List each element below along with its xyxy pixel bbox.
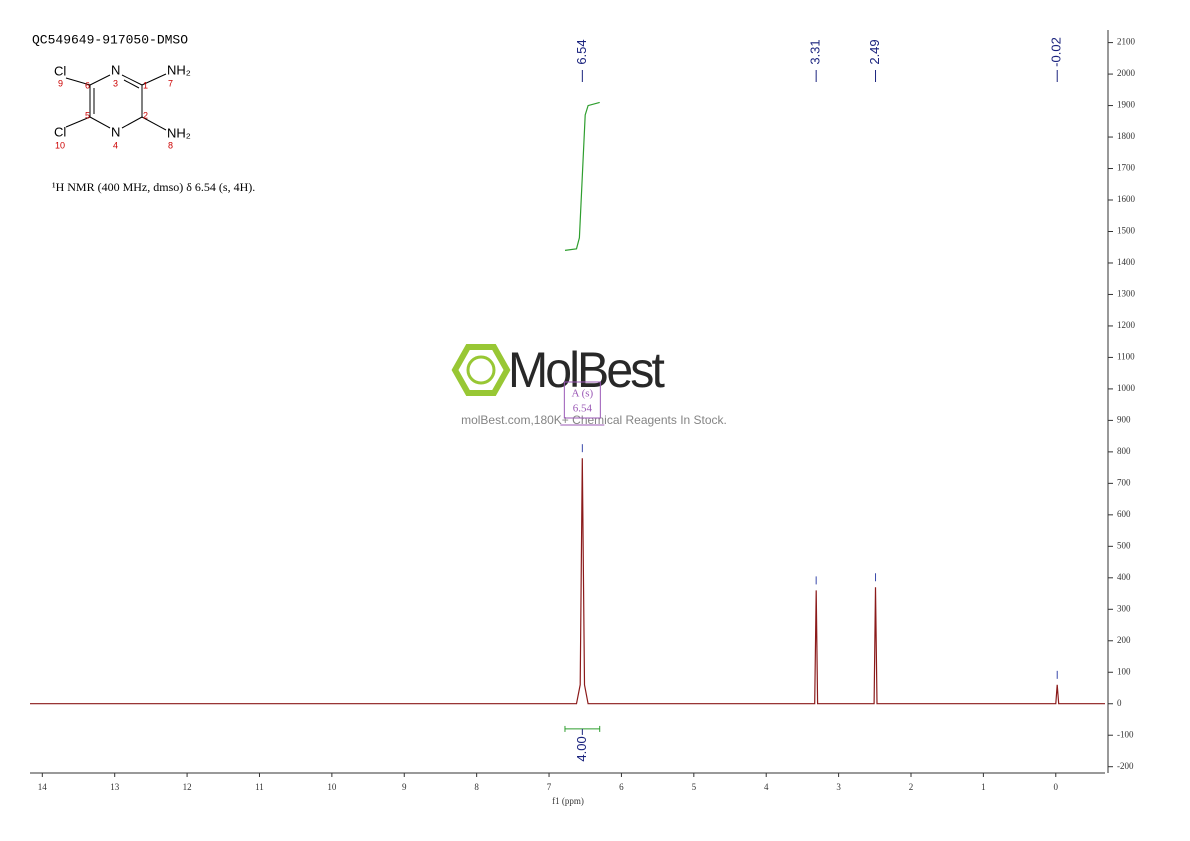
tagline: molBest.com,180K+ Chemical Reagents In S… <box>461 413 727 427</box>
y-tick-label: 400 <box>1117 572 1131 582</box>
spectrum-line <box>30 458 1105 705</box>
spectrum-line <box>564 101 600 251</box>
x-tick-label: 3 <box>836 782 841 792</box>
atom: N <box>111 124 120 139</box>
y-tick-label: 1100 <box>1117 351 1135 361</box>
atom: N <box>111 62 120 77</box>
bond <box>141 73 167 86</box>
atom-number: 7 <box>168 78 173 88</box>
y-tick-label: 2100 <box>1117 37 1136 47</box>
y-tick-label: 1800 <box>1117 131 1136 141</box>
bond <box>121 74 143 86</box>
peak-label: 2.49 <box>867 39 882 64</box>
brand: MolBest <box>508 342 665 398</box>
atom-number: 5 <box>85 110 90 120</box>
y-tick-label: 1700 <box>1117 163 1136 173</box>
x-tick-label: 11 <box>255 782 264 792</box>
x-axis-label: f1 (ppm) <box>552 796 584 806</box>
atom-number: 10 <box>55 140 65 150</box>
y-tick-label: 1400 <box>1117 257 1136 267</box>
bond <box>65 116 91 128</box>
x-tick-label: 8 <box>474 782 479 792</box>
x-tick-label: 0 <box>1054 782 1059 792</box>
y-tick-label: 1500 <box>1117 226 1136 236</box>
y-tick-label: 1600 <box>1117 194 1136 204</box>
atom-number: 9 <box>58 78 63 88</box>
y-tick-label: 2000 <box>1117 68 1136 78</box>
y-tick-label: 1900 <box>1117 100 1136 110</box>
x-tick-label: 14 <box>38 782 48 792</box>
atom-number: 1 <box>143 80 148 90</box>
atom-number: 3 <box>113 78 118 88</box>
atom-number: 8 <box>168 140 173 150</box>
atom: Cl <box>54 124 66 139</box>
y-tick-label: 1000 <box>1117 383 1136 393</box>
bond <box>65 77 91 86</box>
x-tick-label: 10 <box>327 782 337 792</box>
title: QC549649-917050-DMSO <box>32 32 188 47</box>
multiplet-shift: 6.54 <box>573 403 593 415</box>
peak-label: 3.31 <box>808 39 823 64</box>
atom: Cl <box>54 63 66 78</box>
y-tick-label: 100 <box>1117 666 1131 676</box>
logo <box>451 344 511 396</box>
structure: Cl N NH₂ Cl N NH₂ 9 6 3 1 7 5 2 10 4 8 <box>54 62 191 150</box>
multiplet-label: A (s) <box>571 388 593 400</box>
bond <box>89 74 111 86</box>
y-tick-label: -200 <box>1117 761 1134 771</box>
x-tick-label: 1 <box>981 782 986 792</box>
nmr-description: ¹H NMR (400 MHz, dmso) δ 6.54 (s, 4H). <box>52 180 255 194</box>
y-tick-label: 700 <box>1117 477 1131 487</box>
x-tick-label: 13 <box>110 782 120 792</box>
y-tick-label: 0 <box>1117 698 1122 708</box>
x-tick-label: 7 <box>547 782 552 792</box>
atom-number: 2 <box>143 110 148 120</box>
y-tick-label: 800 <box>1117 446 1131 456</box>
y-tick-label: 1200 <box>1117 320 1136 330</box>
x-tick-label: 2 <box>909 782 914 792</box>
bond <box>123 79 140 89</box>
y-tick-label: 200 <box>1117 635 1131 645</box>
y-tick-label: 900 <box>1117 414 1131 424</box>
x-tick-label: 6 <box>619 782 624 792</box>
x-tick-label: 4 <box>764 782 769 792</box>
y-tick-label: 300 <box>1117 603 1131 613</box>
peak-label: 6.54 <box>574 39 589 64</box>
integral-label: 4.00 <box>574 736 589 761</box>
x-tick-label: 5 <box>692 782 697 792</box>
peak-label: -0.02 <box>1049 37 1064 67</box>
y-tick-label: 1300 <box>1117 289 1136 299</box>
bond <box>121 116 143 129</box>
x-tick-label: 12 <box>183 782 192 792</box>
atom-number: 4 <box>113 140 118 150</box>
multiplet-box <box>563 381 601 419</box>
y-tick-label: 500 <box>1117 540 1131 550</box>
x-tick-label: 9 <box>402 782 407 792</box>
watermark: MolBest molBest.com,180K+ Chemical Reage… <box>451 342 727 427</box>
y-tick-label: -100 <box>1117 729 1134 739</box>
bond <box>89 116 111 129</box>
atom-number: 6 <box>85 80 90 90</box>
y-tick-label: 600 <box>1117 509 1131 519</box>
logo <box>466 355 496 385</box>
bond <box>141 116 167 131</box>
atom: NH₂ <box>167 62 191 77</box>
atom: NH₂ <box>167 125 191 140</box>
